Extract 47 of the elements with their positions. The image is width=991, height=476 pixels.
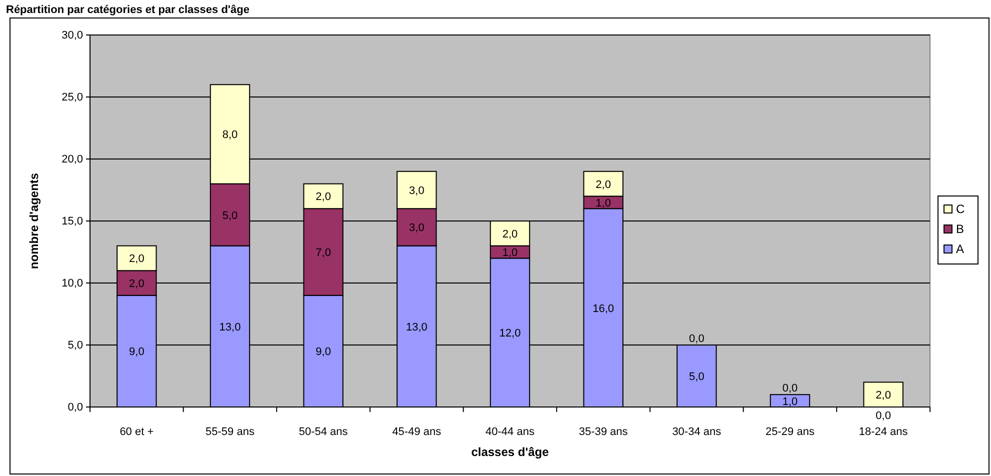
legend-label: A (956, 242, 964, 256)
data-label: 5,0 (689, 371, 704, 383)
y-axis-title: nombre d'agents (27, 172, 41, 270)
data-label: 2,0 (129, 278, 144, 290)
data-label: 16,0 (592, 302, 614, 315)
data-label: 8,0 (222, 129, 238, 142)
data-label: 3,0 (409, 222, 424, 234)
data-label: 2,0 (502, 228, 518, 240)
x-tick-label: 40-44 ans (486, 426, 535, 438)
data-label: 5,0 (222, 210, 238, 222)
data-label: 7,0 (316, 247, 331, 259)
data-label: 0,0 (782, 382, 798, 395)
data-label: 9,0 (129, 346, 144, 358)
legend-label: B (956, 222, 964, 236)
y-tick-label: 10,0 (62, 278, 83, 290)
data-label: 2,0 (876, 390, 891, 402)
data-label: 1,0 (502, 247, 518, 259)
data-label: 13,0 (219, 321, 241, 334)
x-tick-label: 25-29 ans (766, 426, 815, 438)
data-label: 3,0 (409, 185, 424, 197)
data-label: 9,0 (316, 346, 331, 358)
data-label: 1,0 (782, 396, 798, 408)
x-tick-label: 18-24 ans (858, 426, 908, 438)
data-label: 1,0 (596, 197, 611, 210)
y-tick-label: 5,0 (68, 340, 83, 352)
data-label: 0,0 (876, 410, 891, 422)
y-tick-label: 0,0 (68, 402, 83, 414)
x-tick-label: 35-39 ans (578, 426, 628, 438)
y-tick-label: 30,0 (62, 30, 83, 42)
y-tick-label: 15,0 (62, 216, 83, 228)
x-tick-label: 60 et + (120, 426, 154, 438)
x-tick-label: 55-59 ans (206, 426, 255, 438)
data-label: 13,0 (406, 321, 428, 334)
data-label: 12,0 (499, 328, 521, 340)
chart-title: Répartition par catégories et par classes d'âge (6, 4, 250, 16)
x-tick-label: 30-34 ans (672, 426, 722, 438)
legend-label: C (956, 202, 965, 216)
bar (863, 382, 904, 408)
data-label: 0,0 (689, 333, 704, 345)
y-tick-label: 25,0 (62, 92, 83, 104)
data-label: 2,0 (129, 253, 144, 266)
x-tick-label: 50-54 ans (298, 426, 348, 438)
data-label: 2,0 (596, 178, 611, 191)
y-tick-label: 20,0 (62, 154, 83, 166)
data-label: 2,0 (316, 191, 331, 204)
x-tick-label: 45-49 ans (392, 426, 442, 438)
x-axis-title: classes d'âge (471, 445, 550, 459)
